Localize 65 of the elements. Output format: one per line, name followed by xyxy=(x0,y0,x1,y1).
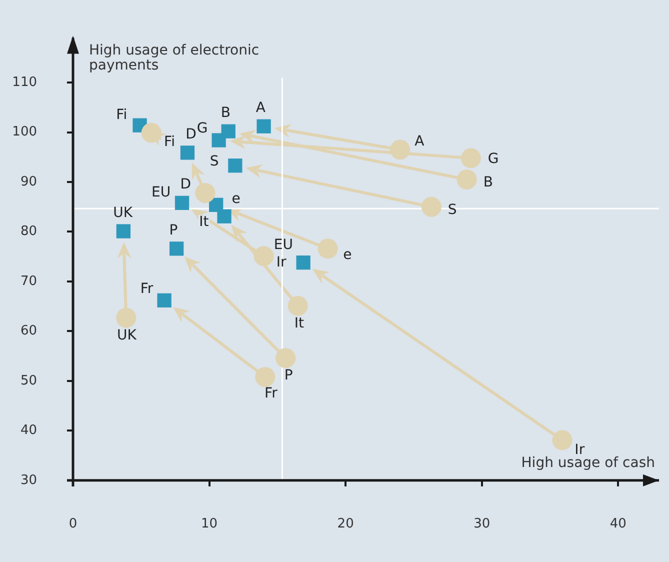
annotation: Fi xyxy=(164,134,175,150)
x-axis-title: High usage of cash xyxy=(521,455,655,472)
point xyxy=(180,146,195,160)
annotation: Fr xyxy=(264,386,278,402)
point xyxy=(456,170,477,190)
point xyxy=(276,348,296,368)
y-tick-label: 40 xyxy=(20,423,37,438)
annotation: S xyxy=(210,154,219,170)
point xyxy=(255,366,276,387)
point xyxy=(288,296,308,316)
point xyxy=(157,293,172,308)
point xyxy=(228,158,242,173)
annotation: G xyxy=(196,120,208,137)
annotation: B xyxy=(220,105,231,122)
y-tick-label: 110 xyxy=(12,74,37,90)
annotation: P xyxy=(169,222,178,239)
annotation: e xyxy=(232,190,240,207)
annotation: D xyxy=(180,176,191,193)
annotation: Fi xyxy=(116,107,128,124)
annotation: A xyxy=(414,134,425,150)
point xyxy=(174,196,190,210)
point xyxy=(460,148,481,168)
annotation: EU xyxy=(152,184,171,201)
annotation: EU xyxy=(274,236,294,253)
annotation: P xyxy=(284,367,293,384)
y-axis-title: High usage of electronic payments xyxy=(89,42,260,74)
y-tick-label: 90 xyxy=(20,174,37,190)
annotation: It xyxy=(294,315,305,332)
y-tick-label: 60 xyxy=(20,324,37,339)
point xyxy=(421,196,442,217)
point xyxy=(116,308,136,328)
annotation: Ir xyxy=(276,254,287,270)
annotation: A xyxy=(256,100,266,116)
point xyxy=(296,256,310,270)
x-tick-label: 10 xyxy=(201,516,218,532)
point xyxy=(195,182,216,203)
point xyxy=(217,209,232,224)
annotation: S xyxy=(448,202,457,218)
annotation: G xyxy=(488,151,499,168)
point xyxy=(141,122,162,143)
point xyxy=(318,238,338,259)
y-tick-label: 100 xyxy=(12,124,37,140)
annotation: It xyxy=(199,214,210,230)
annotation: UK xyxy=(113,204,134,221)
point xyxy=(256,119,271,134)
y-tick-label: 50 xyxy=(20,373,37,388)
point xyxy=(254,246,274,266)
annotation: Fr xyxy=(140,281,154,298)
annotation: e xyxy=(343,246,352,263)
point xyxy=(116,224,130,238)
x-tick-label: 20 xyxy=(337,516,354,532)
point xyxy=(552,430,572,450)
annotation: D xyxy=(186,126,196,143)
annotation: UK xyxy=(116,327,138,344)
y-tick-label: 30 xyxy=(20,472,37,488)
point xyxy=(390,140,410,160)
point xyxy=(170,242,184,256)
x-tick-label: 40 xyxy=(610,516,626,532)
y-tick-label: 70 xyxy=(20,274,37,289)
annotation: Ir xyxy=(574,442,585,458)
x-tick-label: 0 xyxy=(68,516,78,532)
annotation: B xyxy=(483,174,493,191)
x-tick-label: 30 xyxy=(474,516,490,532)
y-tick-label: 80 xyxy=(20,224,37,240)
point xyxy=(221,124,236,138)
